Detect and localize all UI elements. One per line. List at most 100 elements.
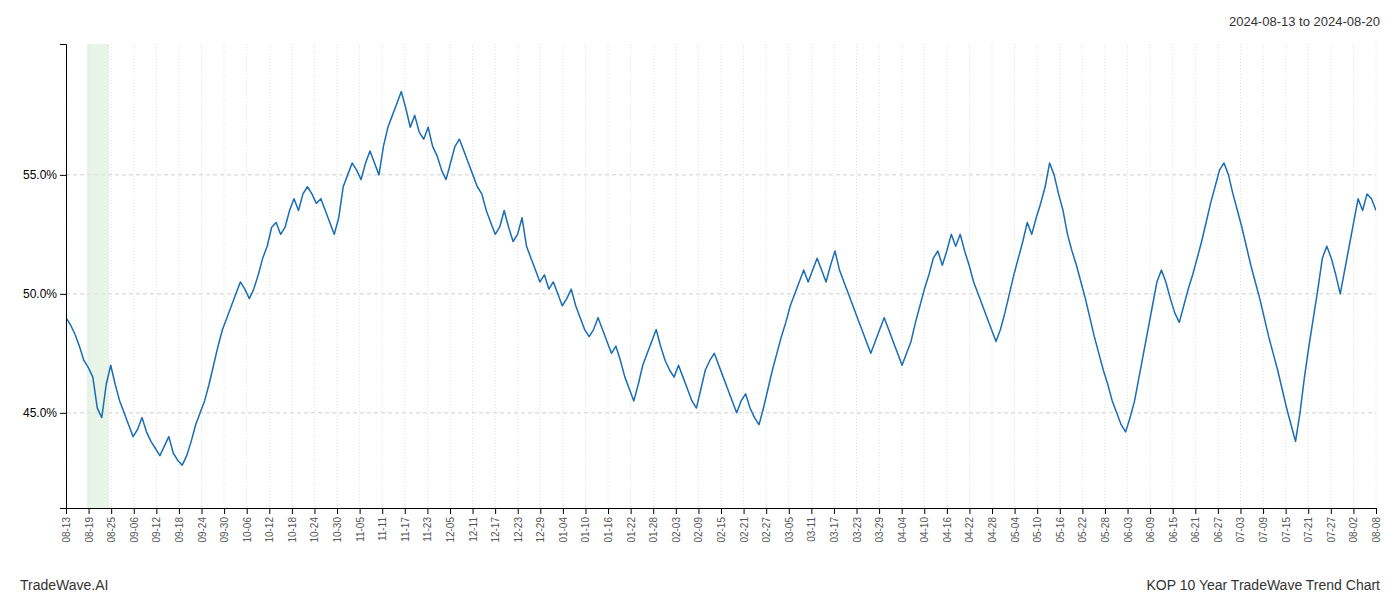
x-tick-mark bbox=[992, 508, 993, 514]
footer-left: TradeWave.AI bbox=[20, 577, 108, 593]
x-grid-line bbox=[743, 44, 744, 508]
x-tick-label: 06-21 bbox=[1190, 517, 1201, 543]
x-tick-label: 08-19 bbox=[84, 517, 95, 543]
x-tick-label: 12-23 bbox=[513, 517, 524, 543]
x-tick-label: 09-30 bbox=[219, 517, 230, 543]
x-tick-mark bbox=[1286, 508, 1287, 514]
x-grid-line bbox=[608, 44, 609, 508]
x-grid-line bbox=[698, 44, 699, 508]
x-tick-label: 12-29 bbox=[535, 517, 546, 543]
x-tick-label: 04-16 bbox=[942, 517, 953, 543]
x-tick: 01-28 bbox=[648, 508, 659, 543]
x-tick: 12-11 bbox=[468, 508, 479, 542]
x-grid-line bbox=[969, 44, 970, 508]
x-grid-line bbox=[178, 44, 179, 508]
x-grid-line bbox=[1263, 44, 1264, 508]
x-tick-mark bbox=[924, 508, 925, 514]
x-tick-label: 06-09 bbox=[1145, 517, 1156, 543]
x-tick-mark bbox=[585, 508, 586, 514]
x-tick: 02-03 bbox=[671, 508, 682, 543]
x-tick: 05-16 bbox=[1055, 508, 1066, 543]
x-tick: 09-30 bbox=[219, 508, 230, 543]
x-tick: 11-23 bbox=[422, 508, 433, 542]
x-grid-line bbox=[1082, 44, 1083, 508]
x-tick: 05-04 bbox=[1010, 508, 1021, 543]
x-tick-label: 07-03 bbox=[1235, 517, 1246, 543]
x-tick: 10-18 bbox=[287, 508, 298, 543]
x-grid-line bbox=[269, 44, 270, 508]
y-axis-line bbox=[60, 45, 67, 509]
x-grid-line bbox=[517, 44, 518, 508]
x-grid-line bbox=[1127, 44, 1128, 508]
x-grid-line bbox=[1059, 44, 1060, 508]
x-grid-line bbox=[1037, 44, 1038, 508]
x-tick-label: 10-12 bbox=[264, 517, 275, 543]
x-tick: 08-02 bbox=[1348, 508, 1359, 543]
x-tick-label: 05-28 bbox=[1100, 517, 1111, 543]
x-tick-label: 03-17 bbox=[829, 517, 840, 543]
footer-right: KOP 10 Year TradeWave Trend Chart bbox=[1147, 577, 1381, 593]
x-grid-line bbox=[1172, 44, 1173, 508]
x-tick-label: 03-11 bbox=[806, 517, 817, 542]
x-tick: 02-21 bbox=[739, 508, 750, 543]
x-tick-mark bbox=[1353, 508, 1354, 514]
y-tick-label: 50.0% bbox=[23, 287, 57, 301]
x-grid-line bbox=[721, 44, 722, 508]
x-grid-line bbox=[630, 44, 631, 508]
x-tick-mark bbox=[1128, 508, 1129, 514]
x-grid-line bbox=[924, 44, 925, 508]
x-tick-label: 05-04 bbox=[1010, 517, 1021, 543]
x-tick-mark bbox=[1173, 508, 1174, 514]
x-tick-label: 11-17 bbox=[400, 517, 411, 542]
x-grid-line bbox=[111, 44, 112, 508]
x-tick: 01-22 bbox=[626, 508, 637, 543]
x-tick-label: 06-27 bbox=[1213, 517, 1224, 543]
x-tick: 02-09 bbox=[693, 508, 704, 543]
x-tick-label: 03-29 bbox=[874, 517, 885, 543]
x-tick: 03-17 bbox=[829, 508, 840, 543]
x-tick: 07-09 bbox=[1258, 508, 1269, 543]
x-tick-label: 10-18 bbox=[287, 517, 298, 543]
x-tick-mark bbox=[1150, 508, 1151, 514]
x-tick-label: 09-18 bbox=[174, 517, 185, 543]
x-tick-mark bbox=[450, 508, 451, 514]
x-tick-mark bbox=[360, 508, 361, 514]
x-tick-mark bbox=[292, 508, 293, 514]
x-tick-label: 02-15 bbox=[716, 517, 727, 543]
x-tick-mark bbox=[789, 508, 790, 514]
x-grid-line bbox=[585, 44, 586, 508]
x-tick-mark bbox=[721, 508, 722, 514]
x-grid-line bbox=[1240, 44, 1241, 508]
x-tick-mark bbox=[1376, 508, 1377, 514]
x-tick-mark bbox=[1082, 508, 1083, 514]
x-tick-mark bbox=[608, 508, 609, 514]
x-tick: 10-12 bbox=[264, 508, 275, 543]
x-grid-line bbox=[1285, 44, 1286, 508]
x-tick-label: 01-16 bbox=[603, 517, 614, 543]
x-tick: 12-05 bbox=[445, 508, 456, 543]
plot-area bbox=[66, 44, 1376, 508]
x-tick: 05-28 bbox=[1100, 508, 1111, 543]
grid bbox=[66, 44, 1376, 508]
x-tick: 03-05 bbox=[784, 508, 795, 543]
x-tick: 04-22 bbox=[964, 508, 975, 543]
x-grid-line bbox=[314, 44, 315, 508]
x-tick-label: 08-25 bbox=[106, 517, 117, 543]
x-tick: 04-16 bbox=[942, 508, 953, 543]
title: 2024-08-13 to 2024-08-20 bbox=[1229, 14, 1380, 29]
x-tick: 09-06 bbox=[129, 508, 140, 543]
x-tick: 09-12 bbox=[151, 508, 162, 543]
x-tick: 09-24 bbox=[197, 508, 208, 543]
x-tick-label: 07-27 bbox=[1326, 517, 1337, 543]
x-tick-label: 02-09 bbox=[693, 517, 704, 543]
x-grid-line bbox=[449, 44, 450, 508]
x-tick-label: 05-22 bbox=[1077, 517, 1088, 543]
x-tick-label: 11-05 bbox=[355, 517, 366, 542]
x-tick-label: 06-15 bbox=[1168, 517, 1179, 543]
x-tick-label: 01-22 bbox=[626, 517, 637, 543]
x-tick-mark bbox=[653, 508, 654, 514]
x-grid-line bbox=[653, 44, 654, 508]
x-tick: 01-16 bbox=[603, 508, 614, 543]
x-tick: 10-30 bbox=[332, 508, 343, 543]
x-tick-mark bbox=[427, 508, 428, 514]
